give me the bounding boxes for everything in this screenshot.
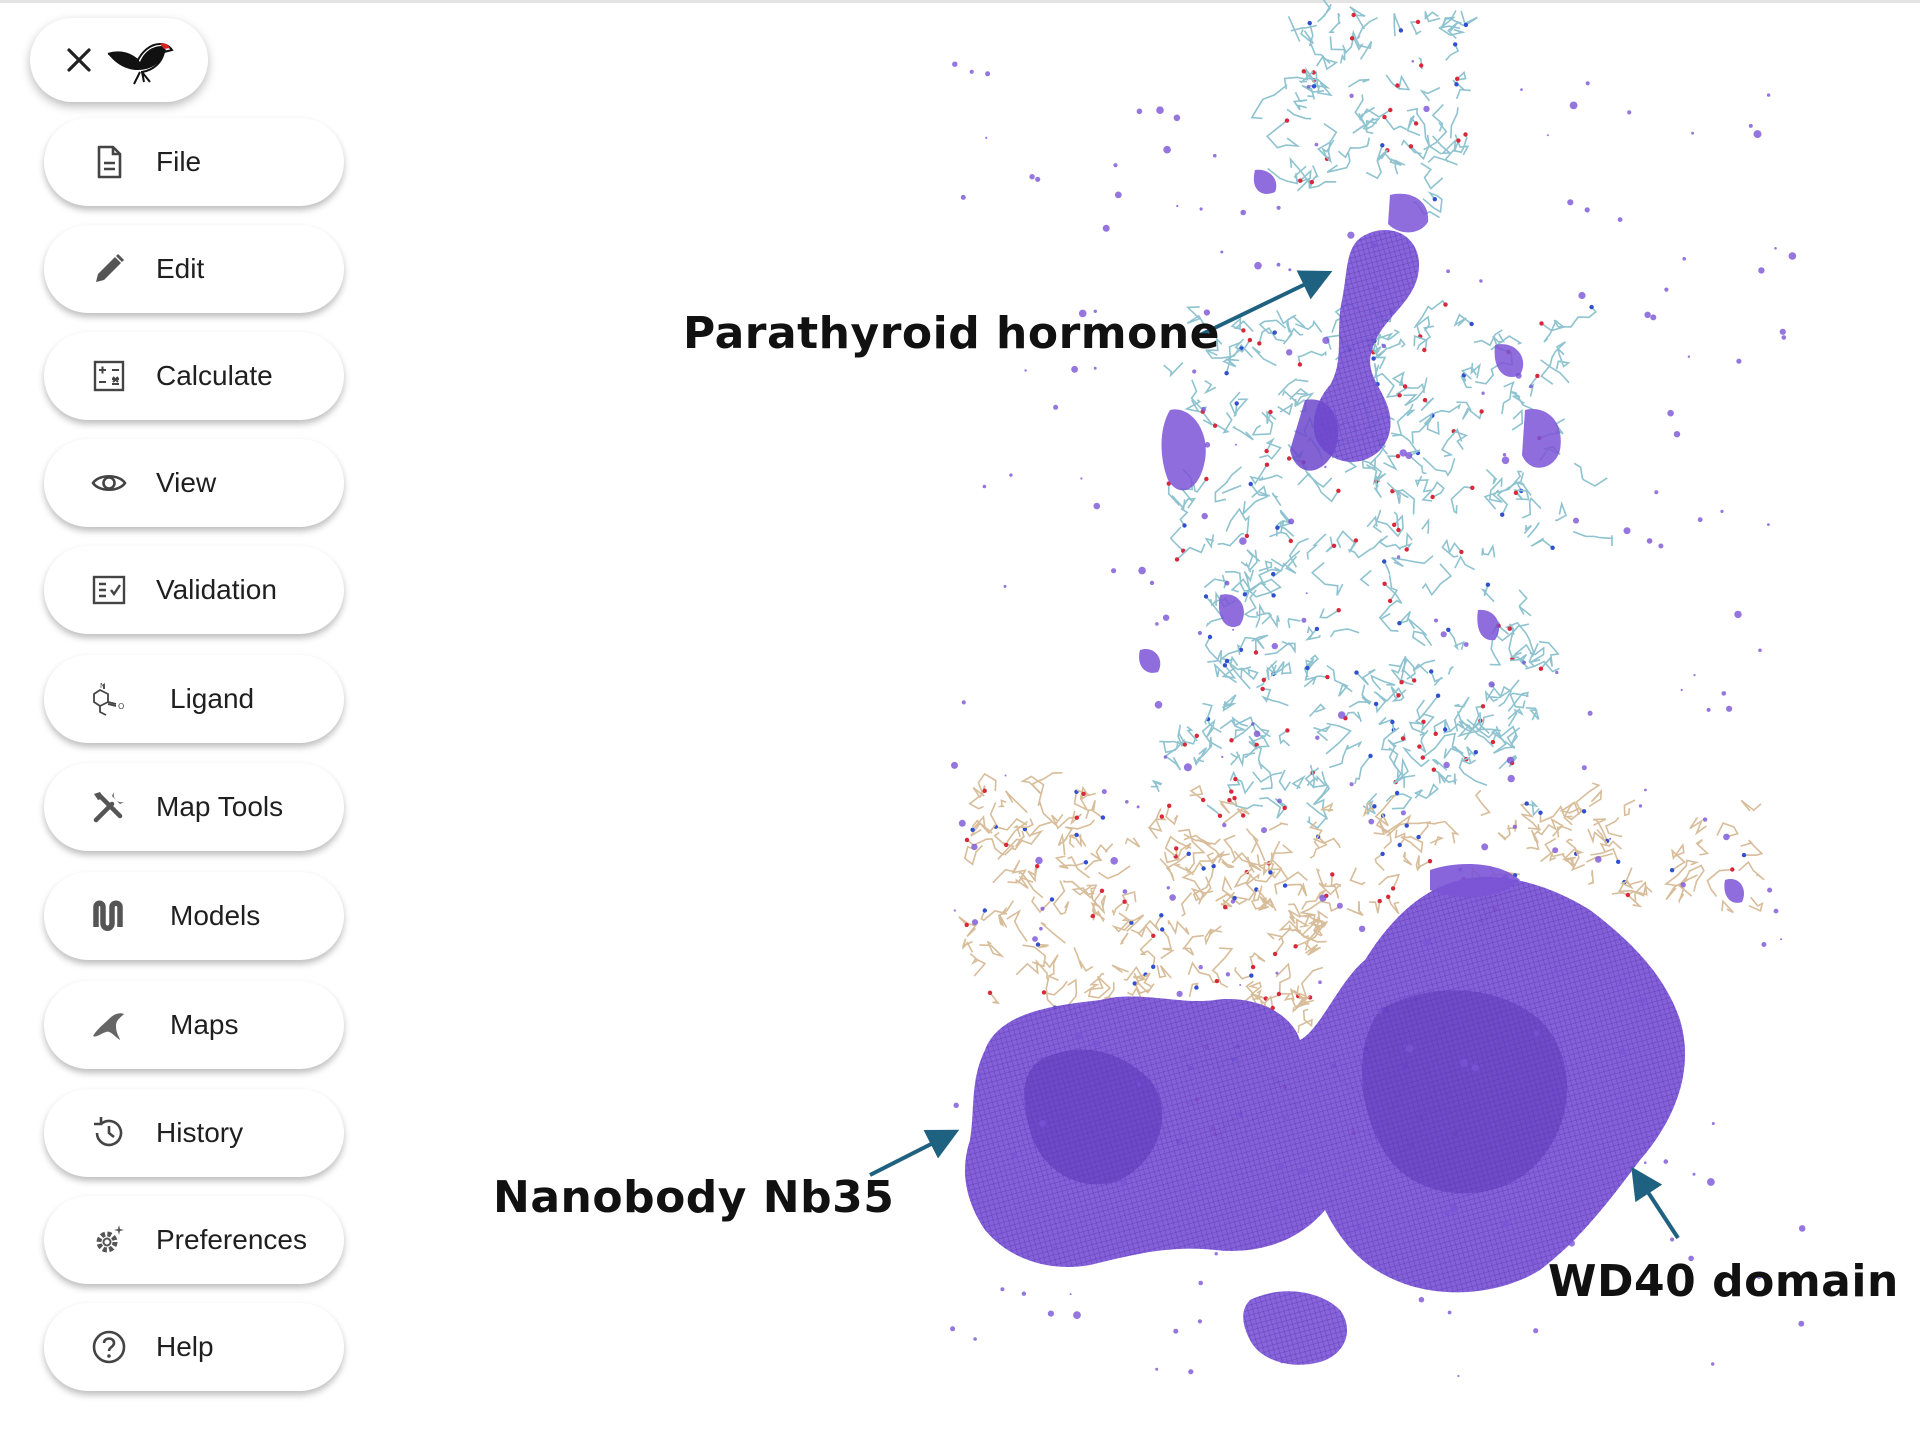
menu-item-label: History [156,1117,244,1148]
menu-item-label: Validation [156,574,277,605]
molecular-viewport[interactable] [380,0,1920,1440]
menu-item-preferences[interactable]: Preferences [44,1196,344,1284]
menu-item-label: File [156,146,202,177]
menu-item-file[interactable]: File [44,118,344,206]
top-divider [0,0,1920,3]
menu-item-help[interactable]: Help [44,1303,344,1391]
menu-item-label: Ligand [170,683,255,714]
menu-item-label: View [156,467,217,498]
menu-item-label: Edit [156,253,205,284]
menu-item-view[interactable]: View [44,439,344,527]
molecule-canvas[interactable] [380,0,1920,1440]
menu-item-history[interactable]: History [44,1089,344,1177]
menu-item-label: Preferences [156,1224,307,1255]
file-icon [88,141,130,183]
map-blob-icon [88,1004,130,1046]
help-icon [88,1326,130,1368]
menu-item-label: Map Tools [156,791,284,822]
gear-icon [88,1219,130,1261]
close-icon[interactable] [64,45,94,75]
menu-item-label: Maps [170,1009,239,1040]
receptor-stick-model [1150,0,1613,830]
nanobody-label: Nanobody Nb35 [493,1172,895,1223]
svg-text:O: O [118,702,124,711]
menu-item-validation[interactable]: Validation [44,546,344,634]
eye-icon [88,462,130,504]
menu-item-label: Models [170,900,261,931]
tools-icon [88,786,130,828]
wd40-arrow [1631,1166,1680,1240]
pencil-icon [88,248,130,290]
checklist-icon [88,569,130,611]
menu-item-calculate[interactable]: Calculate [44,332,344,420]
menu-item-maps[interactable]: Maps [44,981,344,1069]
moorhen-logo-icon [107,42,174,85]
pth-arrow [1199,270,1333,337]
ribbon-icon [88,895,130,937]
density-map [965,169,1745,1365]
wd40-label: WD40 domain [1548,1256,1899,1307]
svg-text:N: N [100,682,105,690]
menu-item-label: Help [156,1331,214,1362]
menu-item-edit[interactable]: Edit [44,225,344,313]
density-specks [950,60,1806,1378]
calculator-icon [88,355,130,397]
menu-item-map-tools[interactable]: Map Tools [44,763,344,851]
menu-item-label: Calculate [156,360,273,391]
pth-label: Parathyroid hormone [683,308,1221,359]
menu-toggle-button[interactable] [30,18,208,102]
menu-item-models[interactable]: Models [44,872,344,960]
history-icon [88,1112,130,1154]
nanobody-arrow [869,1129,960,1177]
